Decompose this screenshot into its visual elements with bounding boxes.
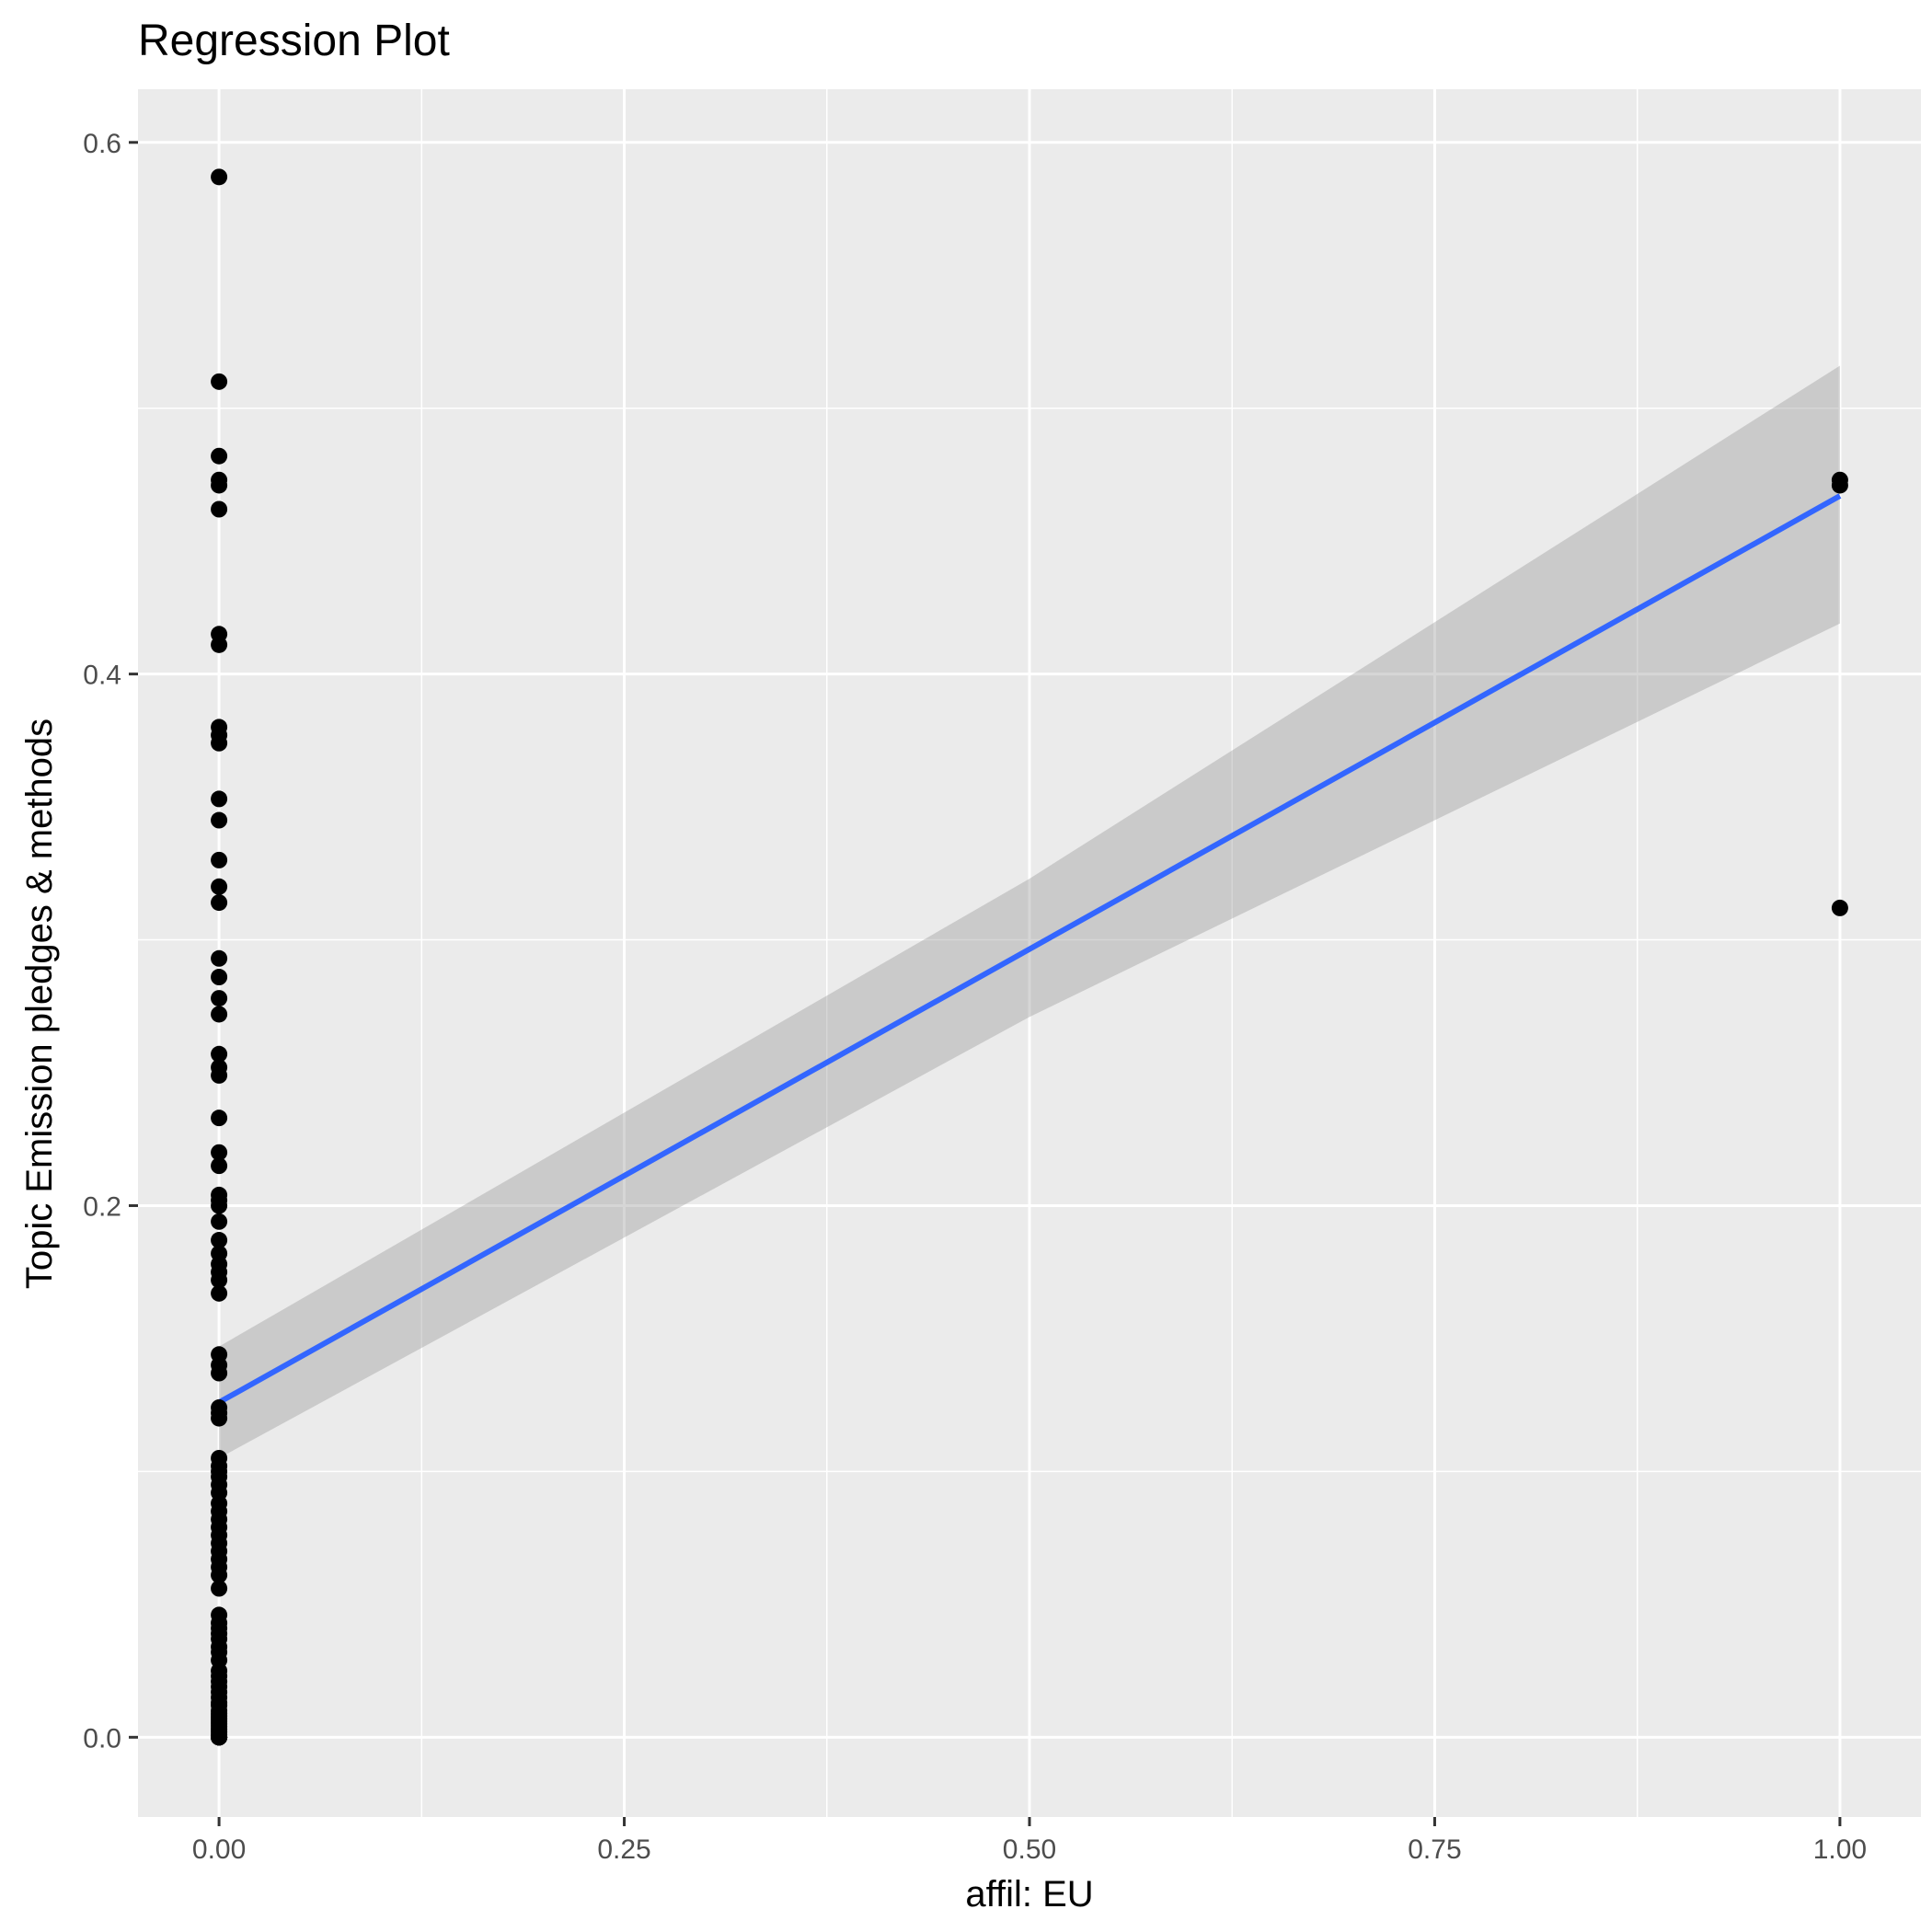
data-point	[211, 477, 228, 494]
data-point	[211, 373, 228, 390]
data-point	[211, 1409, 228, 1427]
data-point	[211, 1232, 228, 1249]
data-point	[211, 1580, 228, 1597]
data-point	[211, 1144, 228, 1161]
data-point	[211, 636, 228, 653]
data-point	[1831, 477, 1848, 494]
data-point	[211, 851, 228, 868]
data-point	[211, 1213, 228, 1230]
y-axis-ticks: 0.0 0.2 0.4 0.6	[83, 129, 138, 1754]
x-tick-label: 0.75	[1408, 1834, 1461, 1865]
data-point	[211, 1157, 228, 1175]
data-point	[211, 969, 228, 986]
y-tick-label: 0.2	[83, 1191, 121, 1222]
data-point	[211, 734, 228, 752]
data-point	[211, 1271, 228, 1289]
confidence-band	[219, 365, 1840, 1458]
data-point	[211, 1364, 228, 1382]
data-point	[211, 1110, 228, 1127]
x-tick-label: 0.25	[597, 1834, 650, 1865]
data-point	[211, 447, 228, 465]
x-tick-label: 0.50	[1003, 1834, 1056, 1865]
y-tick-label: 0.6	[83, 129, 121, 159]
data-point	[211, 990, 228, 1007]
y-tick-label: 0.0	[83, 1723, 121, 1754]
regression-line	[217, 493, 1842, 1405]
x-axis-ticks: 0.00 0.25 0.50 0.75 1.00	[192, 1817, 1867, 1865]
data-point	[211, 949, 228, 967]
x-tick-label: 0.00	[192, 1834, 246, 1865]
x-axis-title: affil: EU	[965, 1874, 1093, 1915]
data-point	[211, 1045, 228, 1063]
y-tick-label: 0.4	[83, 661, 121, 691]
data-point	[211, 878, 228, 895]
data-point	[211, 1729, 228, 1746]
data-point	[211, 1567, 228, 1584]
data-points	[211, 168, 1848, 1746]
data-point	[211, 1006, 228, 1023]
x-tick-label: 1.00	[1813, 1834, 1867, 1865]
chart-title: Regression Plot	[138, 17, 450, 65]
data-point	[211, 894, 228, 912]
data-point	[1831, 899, 1848, 916]
y-axis-title: Topic Emission pledges & methods	[19, 719, 60, 1289]
data-point	[211, 500, 228, 518]
data-point	[211, 1284, 228, 1302]
data-point	[211, 790, 228, 808]
data-point	[211, 1066, 228, 1084]
data-point	[211, 1197, 228, 1214]
data-point	[211, 168, 228, 186]
data-point	[211, 811, 228, 829]
